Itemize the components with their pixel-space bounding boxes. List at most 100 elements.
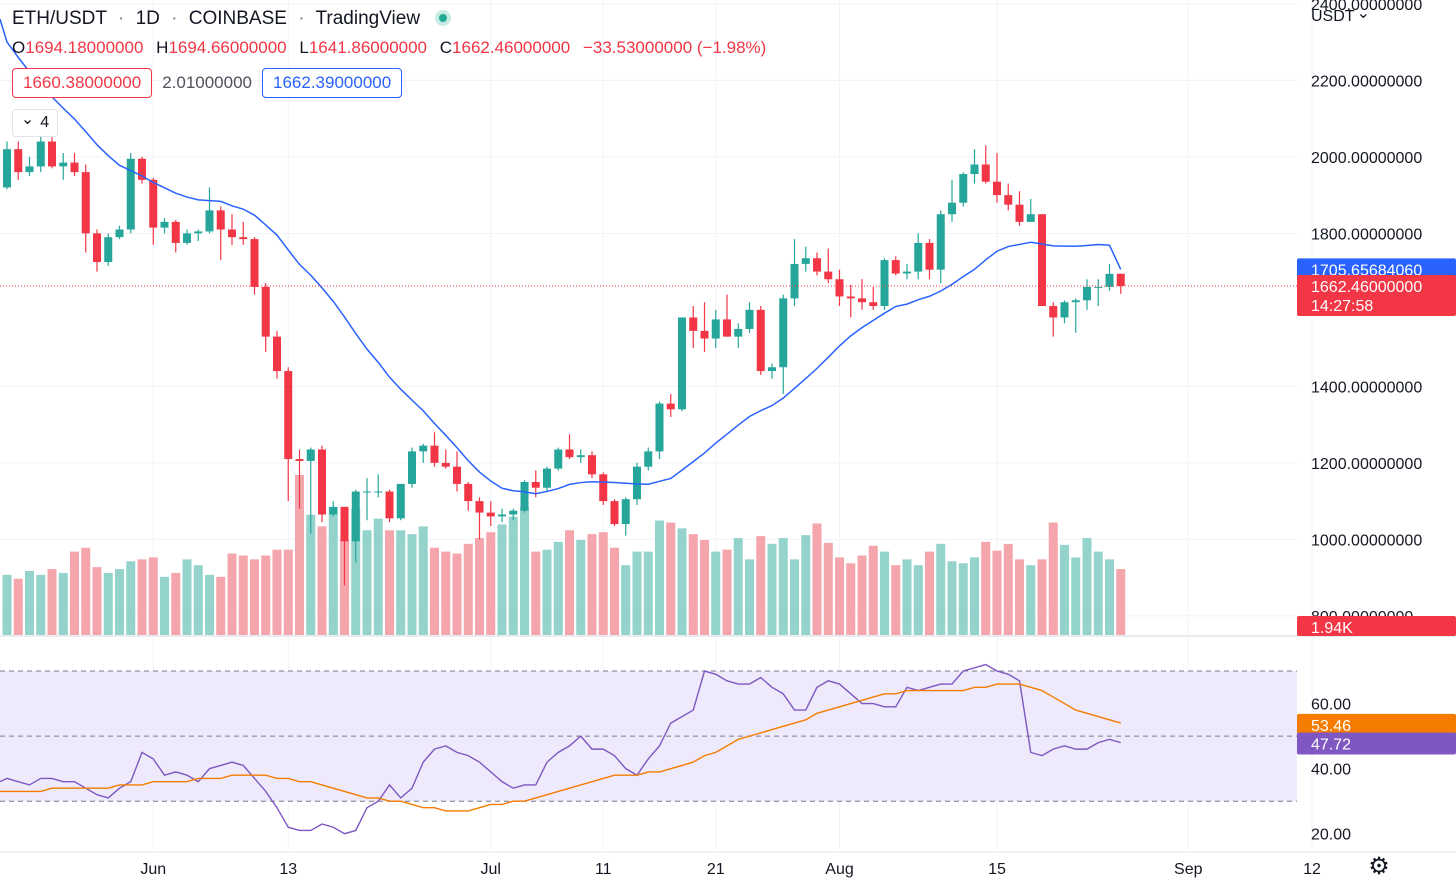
candle-body xyxy=(171,221,180,243)
candle-body xyxy=(441,462,450,467)
volume-bar xyxy=(553,541,563,635)
settings-gear-icon[interactable]: ⚙ xyxy=(1368,853,1390,880)
candle-body xyxy=(59,162,68,167)
symbol-legend[interactable]: ETH/USDT · 1D · COINBASE · TradingView xyxy=(12,8,452,30)
candle-body xyxy=(959,174,968,203)
time-tick-label: Aug xyxy=(825,861,853,878)
ma-price-badge-bg xyxy=(1297,258,1456,281)
candle-body xyxy=(565,449,574,458)
price-tick-label: 2000.00000000 xyxy=(1311,150,1422,167)
volume-bar xyxy=(891,565,901,635)
volume-bar xyxy=(418,526,428,635)
candle-body xyxy=(486,512,495,517)
legend-separator: · xyxy=(298,8,305,29)
volume-bar xyxy=(790,559,799,635)
volume-bar xyxy=(745,559,754,635)
sell-price-button[interactable]: 1660.38000000 xyxy=(12,68,153,98)
market-status-icon[interactable] xyxy=(435,10,452,26)
time-tick-label: 21 xyxy=(707,861,725,878)
volume-bar xyxy=(272,549,282,635)
candle-body xyxy=(70,162,79,173)
candle-body xyxy=(801,258,810,264)
volume-bar xyxy=(902,559,912,635)
currency-menu-button[interactable]: USDT ⌄ xyxy=(1311,5,1370,26)
candle-body xyxy=(1071,300,1080,303)
volume-bar xyxy=(475,538,484,635)
candle-body xyxy=(588,455,596,475)
volume-bars xyxy=(2,475,1126,635)
candle-body xyxy=(396,483,405,519)
rsi-tick-label: 20.00 xyxy=(1311,827,1351,844)
candle-body xyxy=(430,445,439,463)
candle-body xyxy=(903,271,911,274)
volume-bar xyxy=(981,541,991,635)
volume-bar xyxy=(373,518,383,635)
candle-body xyxy=(329,506,338,515)
high-label: H xyxy=(156,38,169,57)
candle-body xyxy=(993,181,1001,196)
candle-body xyxy=(1116,273,1125,286)
candle-body xyxy=(610,501,619,525)
candle-body xyxy=(194,231,203,234)
volume-bar xyxy=(823,542,833,635)
low-value: 1641.86000000 xyxy=(308,38,428,57)
source-label: TradingView xyxy=(315,8,421,29)
rsi-tick-label: 40.00 xyxy=(1311,762,1351,779)
symbol-name[interactable]: ETH/USDT xyxy=(12,8,107,29)
candle-body xyxy=(464,483,473,502)
price-tick-label: 1000.00000000 xyxy=(1311,532,1422,549)
volume-bar xyxy=(227,553,237,635)
candle-body xyxy=(1026,214,1035,222)
volume-bar xyxy=(396,530,406,635)
volume-bar xyxy=(261,555,271,635)
indicators-toggle-button[interactable]: ⌄ 4 xyxy=(12,109,58,137)
candle-body xyxy=(554,449,563,469)
candle-body xyxy=(239,237,248,240)
volume-bar xyxy=(722,549,732,635)
low-label: L xyxy=(299,38,309,57)
volume-bar xyxy=(115,569,124,635)
candle-body xyxy=(1060,302,1069,318)
volume-bar xyxy=(430,547,439,635)
candle-body xyxy=(1083,286,1091,301)
candle-body xyxy=(869,302,878,307)
quote-boxes: 1660.38000000 2.01000000 1662.39000000 xyxy=(12,68,403,98)
volume-bar xyxy=(711,551,721,635)
volume-bar xyxy=(486,532,496,635)
volume-bar xyxy=(598,532,608,635)
price-tick-label: 1200.00000000 xyxy=(1311,456,1422,473)
candle-body xyxy=(351,491,360,542)
rsi-ma-line xyxy=(0,683,1121,812)
volume-badge-bg xyxy=(1297,616,1456,636)
volume-bar xyxy=(778,538,788,635)
time-tick-label: 13 xyxy=(279,861,297,878)
candle-body xyxy=(678,317,686,410)
interval-label[interactable]: 1D xyxy=(135,8,160,29)
candle-body xyxy=(576,455,585,458)
candle-body xyxy=(138,158,146,180)
indicator-count: 4 xyxy=(40,114,50,131)
volume-bar xyxy=(362,530,372,635)
buy-price-button[interactable]: 1662.39000000 xyxy=(262,68,403,98)
volume-bar xyxy=(520,507,529,635)
price-tick-label: 2400.00000000 xyxy=(1311,0,1422,14)
candle-body xyxy=(936,214,945,270)
volume-bar xyxy=(137,559,147,635)
ohlc-values: O1694.18000000 H1694.66000000 L1641.8600… xyxy=(12,38,766,58)
volume-bar xyxy=(610,547,619,635)
price-axis: 2400.00000000 2200.00000000 2000.00000000 1… xyxy=(1311,0,1422,844)
candle-body xyxy=(374,491,383,493)
candle-body xyxy=(306,449,315,461)
time-tick-label: 15 xyxy=(988,861,1006,878)
candle-body xyxy=(835,279,844,297)
rsi-ma-badge-text: 53.46 xyxy=(1311,718,1351,735)
moving-average-line-group xyxy=(0,18,1297,495)
volume-bar xyxy=(407,534,417,635)
volume-bar xyxy=(2,574,12,635)
volume-bar xyxy=(700,539,709,635)
legend-separator: · xyxy=(171,8,178,29)
volume-bar xyxy=(81,547,91,635)
candle-body xyxy=(880,260,889,307)
candle-body xyxy=(149,179,158,228)
